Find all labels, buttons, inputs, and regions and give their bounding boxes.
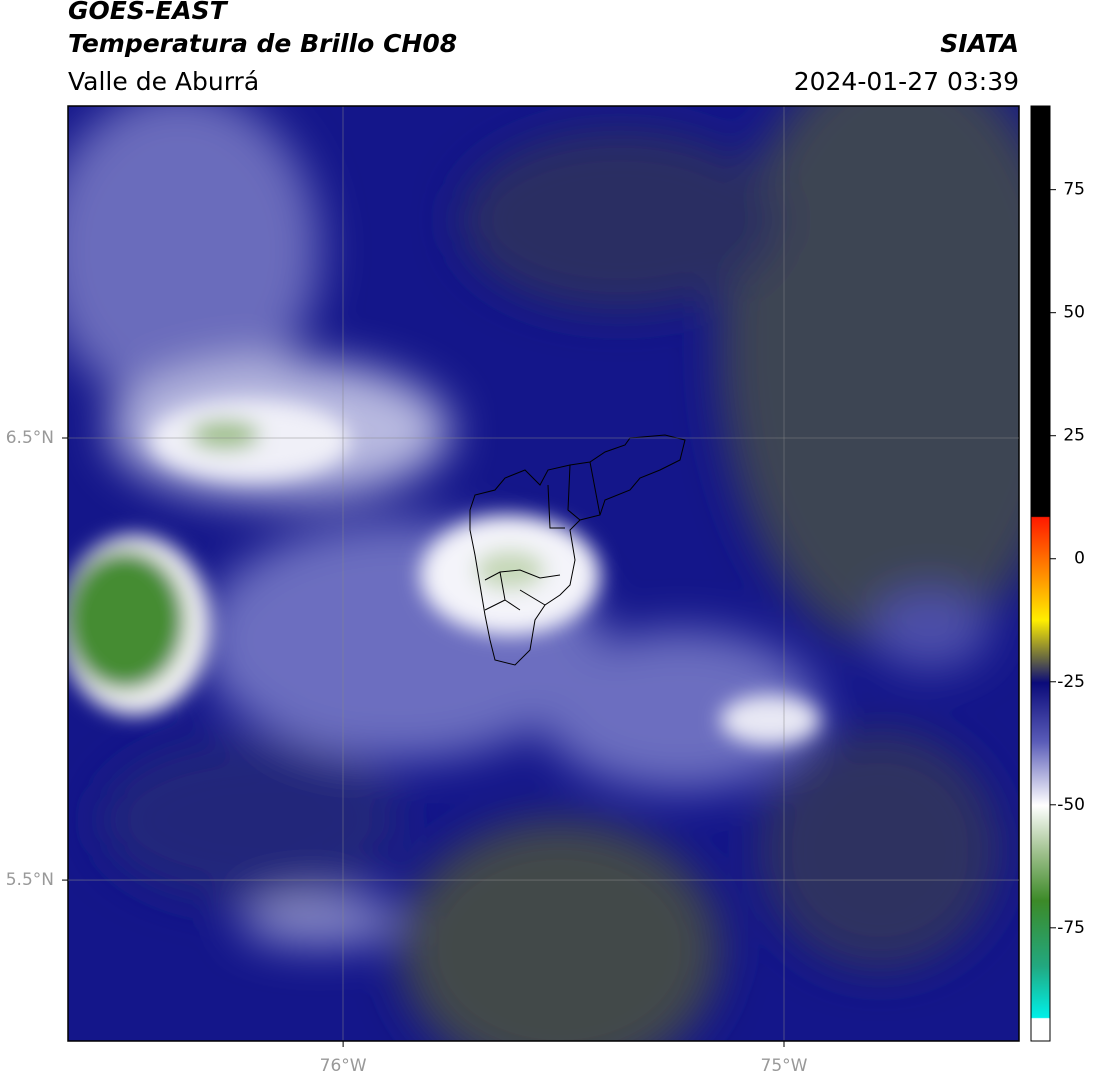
satellite-image	[68, 106, 1019, 1041]
boundaries	[469, 434, 686, 666]
colorbar-tick-label: -25	[1057, 672, 1085, 692]
lat-tick-label: 6.5°N	[6, 428, 54, 448]
lon-tick-label: 75°W	[761, 1056, 808, 1076]
subtitle: Temperatura de Brillo CH08	[68, 29, 457, 58]
region: Valle de Aburrá	[68, 67, 259, 96]
colorbar-tick-label: 50	[1063, 303, 1085, 323]
datetime: 2024-01-27 03:39	[794, 67, 1019, 96]
colorbar-tick-label: 75	[1063, 180, 1085, 200]
colorbar-tick-label: -50	[1057, 795, 1085, 815]
colorbar-tick-label: 25	[1063, 426, 1085, 446]
colorbar-tick-label: 0	[1074, 549, 1085, 569]
lat-tick-label: 5.5°N	[6, 870, 54, 890]
colorbar	[1030, 105, 1051, 1042]
colorbar-tick-label: -75	[1057, 918, 1085, 938]
lon-tick-label: 76°W	[320, 1056, 367, 1076]
title: GOES-EAST	[68, 0, 229, 25]
map-frame	[67, 105, 1020, 1042]
source: SIATA	[940, 29, 1019, 58]
